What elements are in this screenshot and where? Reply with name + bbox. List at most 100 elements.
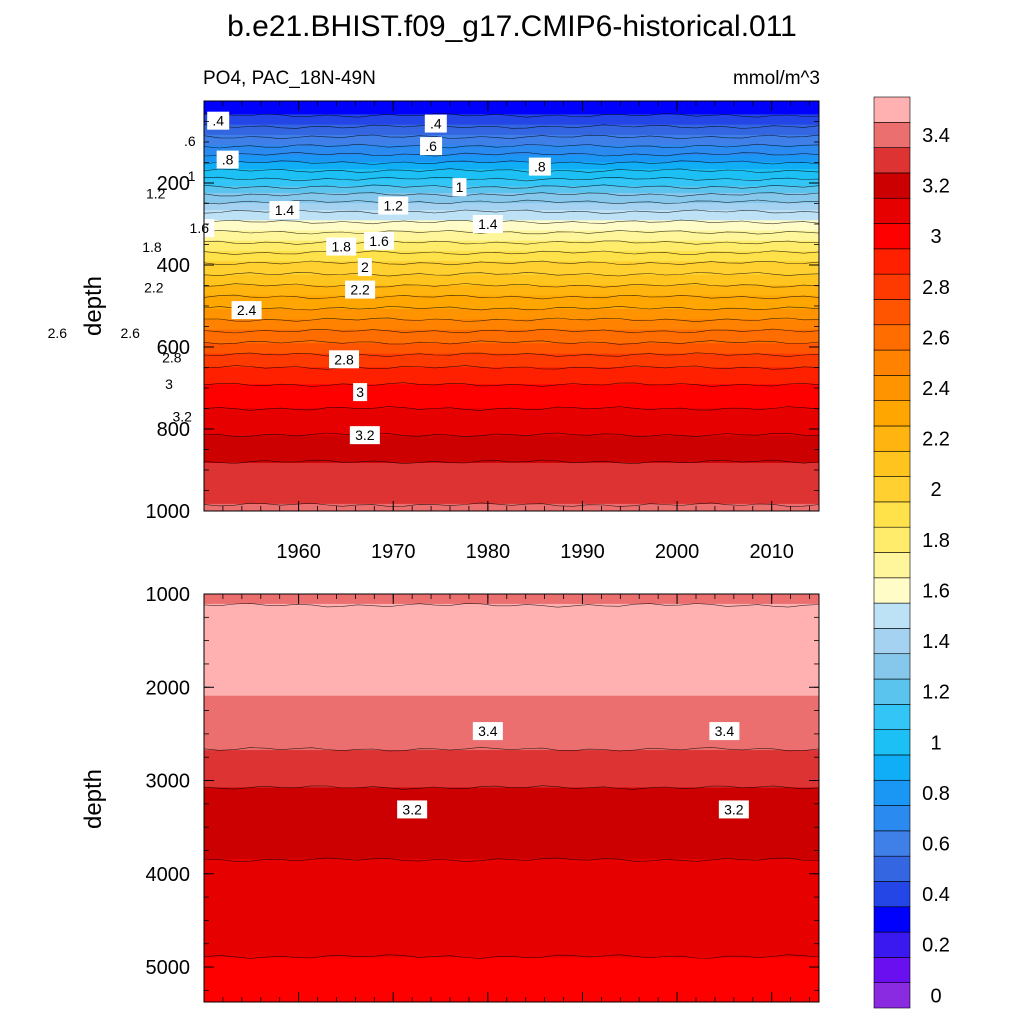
contour-fill-band xyxy=(204,271,819,276)
colorbar-swatch xyxy=(873,704,911,730)
contour-fill-band xyxy=(204,374,819,379)
contour-line xyxy=(204,219,819,225)
contour-fill-band xyxy=(204,811,819,816)
svg-text:.8: .8 xyxy=(222,152,234,168)
contour-fill-band xyxy=(204,692,819,697)
svg-text:2.4: 2.4 xyxy=(237,302,257,318)
colorbar-label: 2.4 xyxy=(922,378,950,400)
svg-text:2.8: 2.8 xyxy=(162,349,182,365)
contour-fill-band xyxy=(204,896,819,901)
colorbar-swatch xyxy=(873,805,911,832)
colorbar-swatch xyxy=(873,501,911,528)
contour-fill-band xyxy=(204,404,819,409)
colorbar-label: 3.4 xyxy=(922,125,950,147)
contour-fill-band xyxy=(204,165,819,170)
contour-fill-band xyxy=(204,726,819,731)
colorbar-swatch xyxy=(873,223,911,250)
contour-fill-band xyxy=(204,172,819,177)
colorbar-label: 0.4 xyxy=(922,884,950,906)
contour-line xyxy=(204,283,819,288)
contour-fill-band xyxy=(204,777,819,782)
svg-text:1.6: 1.6 xyxy=(369,233,389,249)
colorbar-label: 3 xyxy=(930,226,941,248)
colorbar-swatch xyxy=(873,754,911,781)
contour-line xyxy=(204,785,819,790)
contour-fill-band xyxy=(204,624,819,629)
colorbar-swatch xyxy=(873,931,911,958)
contour-fill-band xyxy=(204,292,819,297)
x-tick-label: 2000 xyxy=(655,541,700,563)
contour-fill-band xyxy=(204,858,819,863)
svg-text:3: 3 xyxy=(165,376,173,392)
contour-fill-band xyxy=(204,733,819,738)
colorbar-swatch xyxy=(873,653,911,680)
contour-fill-band xyxy=(204,107,819,112)
contour-fill-band xyxy=(204,984,819,989)
contour-fill-band xyxy=(204,634,819,639)
contour-line xyxy=(204,143,819,149)
colorbar-label: 0.2 xyxy=(922,935,950,957)
contour-fill-band xyxy=(204,203,819,208)
contour-label: 2.6 xyxy=(115,324,146,343)
contour-fill-band xyxy=(204,128,819,133)
colorbar-swatch xyxy=(873,375,911,401)
contour-label: 1.2 xyxy=(378,196,409,215)
contour-fill-band xyxy=(204,631,819,636)
contour-fill-band xyxy=(204,838,819,843)
contour-fill-band xyxy=(204,920,819,925)
contour-fill-band xyxy=(204,223,819,228)
contour-fill-band xyxy=(204,356,819,361)
x-tick-label: 2010 xyxy=(749,541,794,563)
contour-fill-band xyxy=(204,343,819,348)
svg-text:2.8: 2.8 xyxy=(334,351,354,367)
contour-fill-band xyxy=(204,937,819,942)
contour-label: 1.6 xyxy=(184,219,215,238)
contour-fill-band xyxy=(204,930,819,935)
svg-text:3: 3 xyxy=(356,384,364,400)
contour-fill-band xyxy=(204,452,819,457)
contour-fill-band xyxy=(204,614,819,619)
contour-fill-band xyxy=(204,216,819,221)
contour-fill-band xyxy=(204,977,819,982)
colorbar-swatch xyxy=(873,476,911,503)
contour-fill-band xyxy=(204,336,819,341)
contour-fill-band xyxy=(204,220,819,225)
contour-fill-band xyxy=(204,363,819,368)
colorbar-label: 1.8 xyxy=(922,530,950,552)
svg-text:1: 1 xyxy=(188,168,196,184)
colorbar-label: 2.8 xyxy=(922,277,950,299)
contour-fill-band xyxy=(204,722,819,727)
contour-fill-band xyxy=(204,507,819,511)
contour-fill-band xyxy=(204,148,819,153)
svg-text:2.2: 2.2 xyxy=(144,280,164,296)
y-tick-label: 600 xyxy=(157,337,190,359)
contour-fill-band xyxy=(204,240,819,245)
contour-fill-band xyxy=(204,141,819,146)
contour-fill-band xyxy=(204,688,819,693)
contour-label: 1.6 xyxy=(364,231,395,250)
contour-fill-band xyxy=(204,264,819,269)
contour-fill-band xyxy=(204,787,819,792)
colorbar-swatch xyxy=(873,400,911,427)
svg-text:.8: .8 xyxy=(534,159,546,175)
contour-fill-band xyxy=(204,940,819,945)
svg-text:1.6: 1.6 xyxy=(190,220,210,236)
colorbar-swatch xyxy=(873,982,911,1009)
contour-fill-band xyxy=(204,350,819,355)
svg-text:1.2: 1.2 xyxy=(146,186,166,202)
svg-text:1.4: 1.4 xyxy=(478,216,498,232)
contour-line xyxy=(204,124,819,129)
contour-fill-band xyxy=(204,913,819,918)
contour-fill-band xyxy=(204,162,819,167)
contour-fill-band xyxy=(204,302,819,307)
contour-fill-band xyxy=(204,469,819,474)
contour-line xyxy=(204,199,819,205)
contour-line xyxy=(204,209,819,214)
contour-label: 3.2 xyxy=(397,800,428,819)
contour-fill-band xyxy=(204,408,819,413)
contour-fill-band xyxy=(204,967,819,972)
colorbar-label: 1.4 xyxy=(922,631,950,653)
contour-label: 2 xyxy=(357,258,372,277)
contour-fill-band xyxy=(204,490,819,495)
contour-fill-band xyxy=(204,134,819,139)
